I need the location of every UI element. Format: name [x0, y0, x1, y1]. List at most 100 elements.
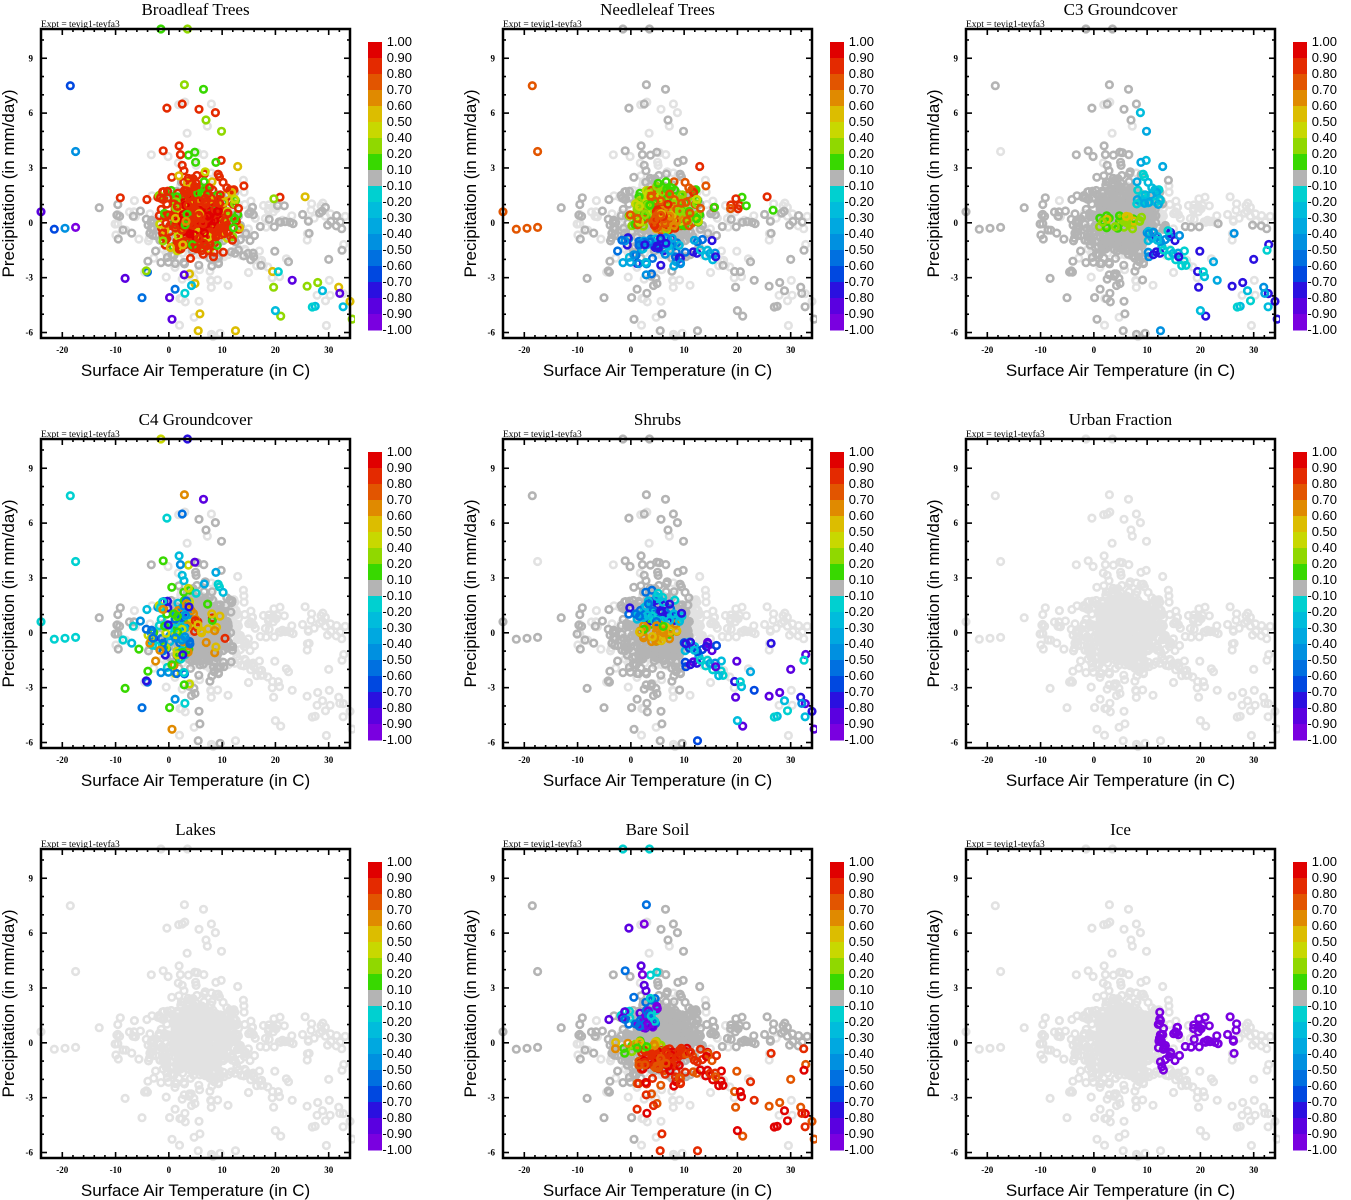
data-point [723, 632, 733, 642]
data-point [264, 214, 274, 224]
data-point [511, 634, 521, 644]
data-point [158, 236, 168, 246]
data-point [714, 261, 724, 271]
data-point [582, 273, 592, 284]
data-point [201, 115, 211, 125]
y-tick-label: 3 [29, 163, 34, 173]
colorbar-swatch [830, 186, 844, 203]
data-point [216, 536, 227, 546]
data-point [745, 257, 756, 267]
y-tick-label: 6 [954, 108, 959, 118]
data-point [641, 257, 651, 268]
data-point [199, 648, 209, 658]
data-point [668, 275, 678, 285]
data-point [239, 597, 249, 607]
colorbar-swatch [368, 468, 382, 485]
data-point [673, 642, 683, 652]
data-point [210, 107, 220, 118]
data-point [60, 223, 70, 233]
colorbar-label: -0.20 [1307, 194, 1337, 209]
data-point [717, 221, 727, 232]
data-point [213, 259, 224, 269]
data-point [167, 582, 177, 592]
data-point [1263, 302, 1273, 312]
data-point [302, 281, 312, 291]
data-point [786, 275, 796, 286]
y-tick-label: 3 [29, 573, 34, 583]
data-point [1097, 217, 1108, 227]
x-tick-label: 0 [167, 755, 172, 765]
colorbar-swatch [1293, 42, 1307, 59]
data-point [1153, 223, 1164, 233]
data-point [49, 224, 59, 234]
data-point [625, 561, 635, 572]
data-point [605, 236, 616, 246]
data-point [191, 243, 201, 253]
colorbar-swatch [368, 186, 382, 203]
colorbar-label: 0.40 [849, 130, 874, 145]
data-point [129, 605, 139, 616]
data-point [276, 721, 286, 731]
data-point [210, 517, 220, 528]
data-point [1212, 275, 1222, 285]
data-point [270, 715, 281, 726]
data-point [1083, 146, 1093, 156]
data-point [263, 615, 274, 626]
data-point [206, 99, 216, 109]
data-point [711, 230, 722, 241]
data-point [642, 698, 652, 708]
data-point [617, 645, 627, 655]
data-point [1201, 311, 1211, 321]
data-point [663, 115, 673, 125]
data-point [700, 585, 711, 595]
data-point [663, 525, 673, 535]
data-point [691, 214, 702, 224]
data-point [608, 215, 619, 225]
data-point [1099, 171, 1109, 181]
data-point [636, 320, 647, 330]
data-point [1183, 200, 1194, 211]
points-layer [36, 24, 355, 342]
data-point [230, 326, 241, 336]
data-point [802, 211, 812, 221]
data-point [206, 685, 216, 695]
data-point [1138, 259, 1149, 269]
colorbar-swatch [830, 122, 844, 139]
data-point [668, 509, 679, 519]
data-point [1140, 328, 1150, 339]
data-point [1145, 216, 1155, 226]
data-point [247, 612, 258, 622]
data-point [685, 280, 695, 290]
colorbar-label: 0.50 [1312, 114, 1337, 129]
x-tick-label: -20 [981, 345, 993, 355]
colorbar-label: -0.70 [382, 274, 412, 289]
colorbar: 1.000.900.800.700.600.500.400.200.10-0.1… [1293, 34, 1337, 337]
data-point [1087, 103, 1097, 113]
data-point [200, 167, 210, 177]
data-point [1128, 251, 1138, 261]
data-point [147, 215, 157, 225]
data-point [590, 621, 601, 631]
data-point [1019, 203, 1029, 213]
colorbar-label: -0.70 [1307, 274, 1337, 289]
colorbar-label: 0.50 [387, 524, 412, 539]
data-point [128, 211, 138, 221]
data-point [218, 657, 228, 667]
data-point [677, 328, 687, 339]
data-point [599, 293, 609, 303]
data-point [1148, 227, 1159, 237]
data-point [120, 273, 130, 284]
data-point [575, 609, 585, 620]
data-point [730, 282, 741, 292]
data-point [656, 296, 666, 306]
colorbar-swatch [368, 106, 382, 123]
data-point [1101, 294, 1112, 304]
data-point [179, 257, 189, 268]
colorbar-label: 0.20 [1312, 146, 1337, 161]
colorbar-label: 0.60 [387, 98, 412, 113]
colorbar-label: -0.90 [382, 306, 412, 321]
colorbar-label: 1.00 [1312, 34, 1337, 49]
data-point [695, 245, 706, 255]
colorbar-swatch [368, 218, 382, 235]
data-point [990, 81, 1000, 91]
